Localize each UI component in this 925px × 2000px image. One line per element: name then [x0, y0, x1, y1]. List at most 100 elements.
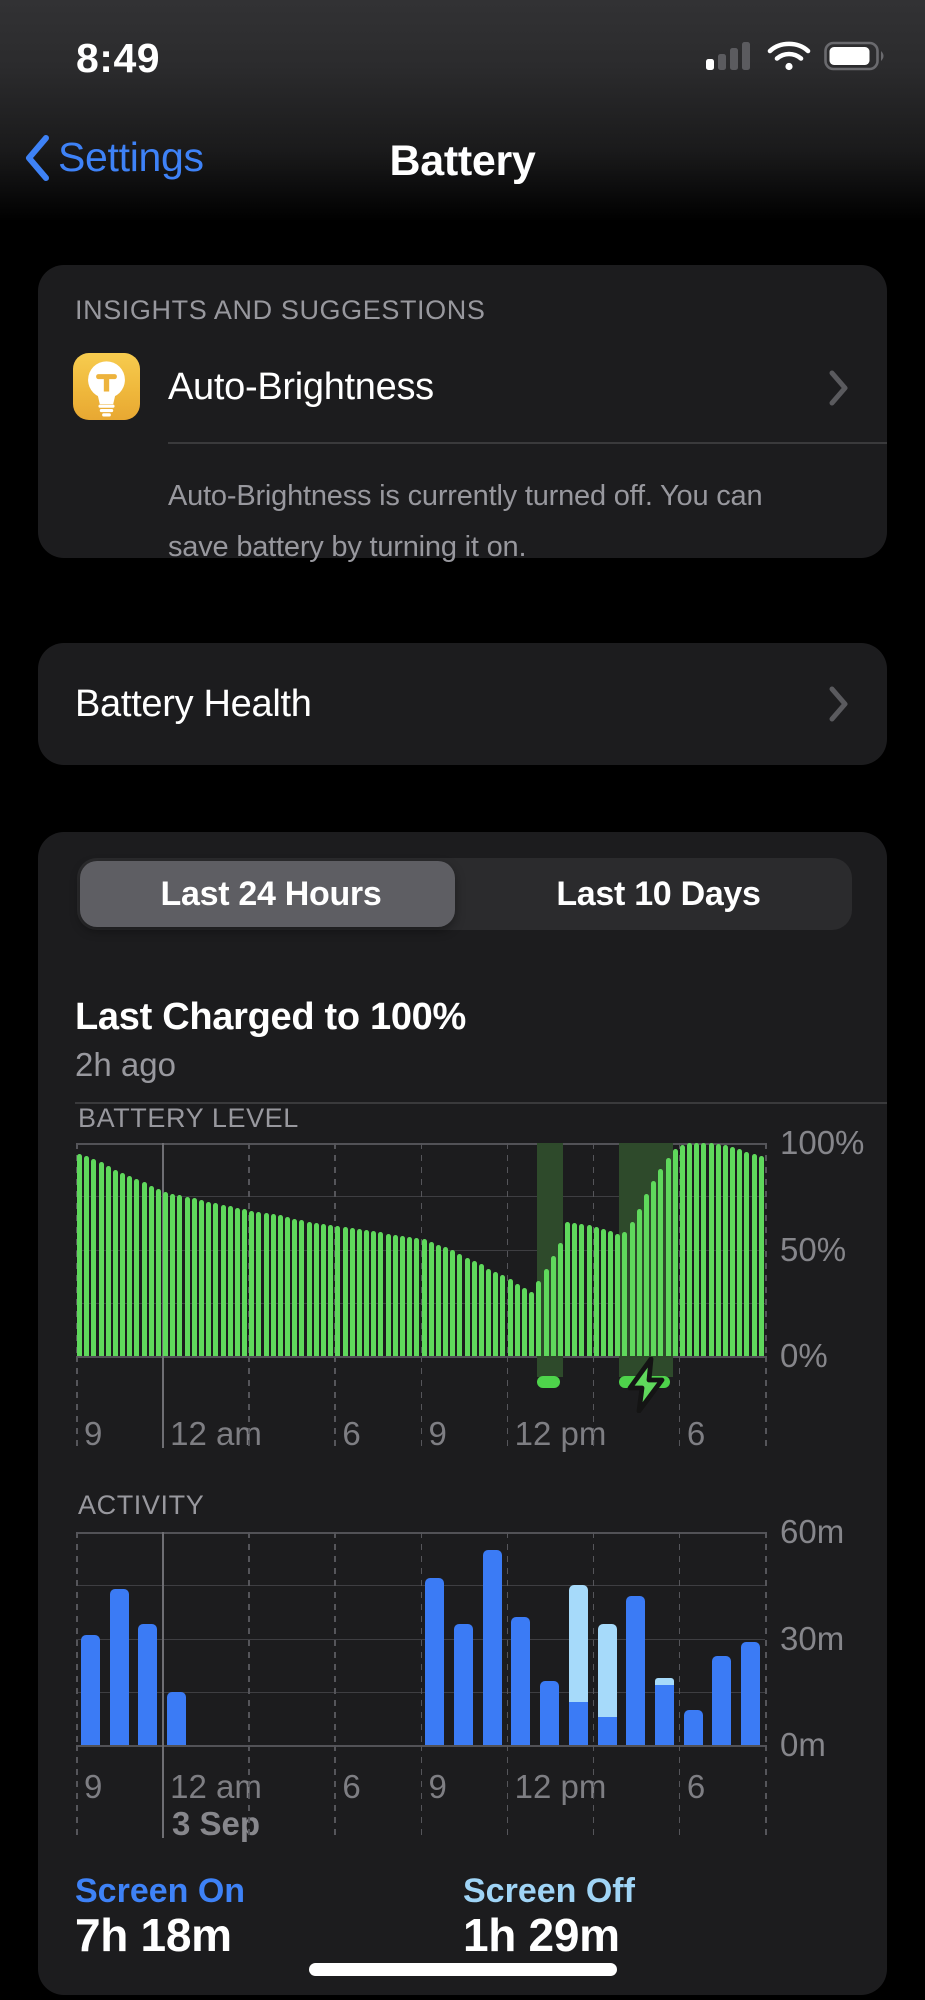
gridline-stub: [592, 1745, 595, 1838]
battery-bar: [84, 1155, 90, 1356]
gridline-vertical: [162, 1143, 164, 1356]
battery-bar: [421, 1238, 427, 1356]
battery-bar: [342, 1227, 348, 1356]
battery-bar: [443, 1247, 449, 1356]
battery-health-label: Battery Health: [75, 683, 312, 725]
battery-bar: [335, 1226, 341, 1356]
tab-last-24-hours[interactable]: Last 24 Hours: [160, 875, 382, 913]
battery-bar: [514, 1283, 520, 1356]
screen-on-label: Screen On: [75, 1872, 246, 1910]
gridline-vertical: [248, 1532, 250, 1745]
gridline-vertical: [765, 1143, 767, 1356]
activity-bar-screen-on: [511, 1617, 531, 1745]
battery-bar: [435, 1245, 441, 1356]
activity-bar-screen-off: [655, 1677, 675, 1685]
battery-bar: [91, 1158, 97, 1356]
last-charged-title: Last Charged to 100%: [75, 996, 466, 1038]
gridline-vertical: [765, 1532, 767, 1745]
battery-bar: [177, 1195, 183, 1356]
chevron-right-icon: [829, 686, 849, 727]
gridline-vertical: [420, 1143, 422, 1356]
gridline-vertical: [506, 1532, 509, 1745]
gridline-vertical: [592, 1143, 595, 1356]
activity-bar-screen-on: [741, 1642, 761, 1745]
activity-bar-screen-off: [597, 1624, 617, 1717]
gridline-vertical: [334, 1532, 336, 1745]
battery-bar: [450, 1249, 456, 1356]
battery-health-card[interactable]: Battery Health: [38, 643, 887, 765]
y-tick-label: 0%: [780, 1337, 828, 1374]
insights-card: INSIGHTS AND SUGGESTIONS Auto-Brightness…: [38, 265, 887, 563]
battery-bar: [163, 1191, 169, 1356]
gridline-stub: [334, 1356, 336, 1448]
activity-bar-screen-on: [138, 1624, 158, 1745]
battery-bar: [622, 1232, 628, 1356]
tab-last-10-days[interactable]: Last 10 Days: [556, 875, 761, 913]
last-charged-subtitle: 2h ago: [75, 1046, 176, 1083]
battery-bar: [701, 1143, 707, 1356]
activity-bar-screen-off: [568, 1585, 588, 1703]
x-tick-label: 9: [84, 1415, 103, 1452]
battery-bar: [206, 1201, 212, 1356]
screen-off-label: Screen Off: [463, 1872, 635, 1910]
gridline-stub: [248, 1745, 250, 1838]
gridline-stub: [765, 1356, 767, 1448]
x-tick-label: 12 pm: [514, 1768, 607, 1805]
x-tick-label: 9: [84, 1768, 103, 1805]
back-button[interactable]: Settings: [24, 134, 204, 181]
battery-bar: [536, 1281, 542, 1356]
battery-bar: [615, 1233, 621, 1356]
y-tick-label: 0m: [780, 1726, 826, 1763]
activity-bar-screen-on: [626, 1595, 646, 1745]
battery-bar: [148, 1185, 154, 1356]
status-time: 8:49: [76, 35, 161, 81]
activity-bar-screen-on: [683, 1709, 703, 1745]
home-indicator[interactable]: [309, 1963, 617, 1976]
auto-brightness-row[interactable]: Auto-Brightness: [168, 366, 434, 408]
gridline-vertical: [76, 1532, 78, 1745]
battery-bar: [457, 1253, 463, 1356]
activity-bar-screen-on: [425, 1578, 445, 1745]
activity-bar-screen-on: [454, 1624, 474, 1745]
back-button-label: Settings: [58, 134, 204, 180]
activity-bar-screen-on: [712, 1656, 732, 1745]
x-tick-label: 6: [342, 1415, 361, 1452]
charging-bolt-icon: [622, 1356, 670, 1418]
battery-bar: [98, 1162, 104, 1356]
screen-off-value: 1h 29m: [463, 1909, 620, 1961]
battery-bar: [608, 1231, 614, 1356]
battery-bar: [550, 1255, 556, 1356]
gridline-vertical: [678, 1532, 681, 1745]
x-tick-label: 12 am: [170, 1768, 262, 1805]
gridline-vertical: [420, 1532, 422, 1745]
gridline-stub: [506, 1745, 509, 1838]
battery-bar: [751, 1153, 757, 1356]
divider: [168, 442, 887, 444]
battery-bar: [600, 1229, 606, 1356]
gridline-stub: [765, 1745, 767, 1838]
battery-bar: [708, 1143, 714, 1356]
gridline-stub: [678, 1745, 681, 1838]
battery-bar: [643, 1194, 649, 1356]
battery-bar: [399, 1235, 405, 1356]
battery-bar: [471, 1261, 477, 1356]
segmented-selected-thumb: [80, 861, 455, 927]
battery-bar: [694, 1143, 700, 1356]
battery-bar: [313, 1222, 319, 1356]
page-title: Battery: [389, 137, 536, 185]
battery-bar: [392, 1234, 398, 1356]
battery-bar: [349, 1228, 355, 1356]
battery-bar: [378, 1232, 384, 1356]
gridline-vertical: [334, 1143, 336, 1356]
y-tick-label: 50%: [780, 1230, 847, 1268]
battery-bar: [557, 1243, 563, 1356]
insights-header: INSIGHTS AND SUGGESTIONS: [75, 295, 486, 325]
battery-bar: [199, 1200, 204, 1356]
x-tick-label: 12 pm: [514, 1415, 607, 1452]
gridline-stub: [76, 1356, 78, 1448]
screen-on-value: 7h 18m: [75, 1909, 232, 1961]
battery-bar: [285, 1217, 291, 1356]
time-range-segmented-control: Last 24 Hours Last 10 Days: [77, 858, 852, 930]
battery-bar: [220, 1204, 226, 1356]
